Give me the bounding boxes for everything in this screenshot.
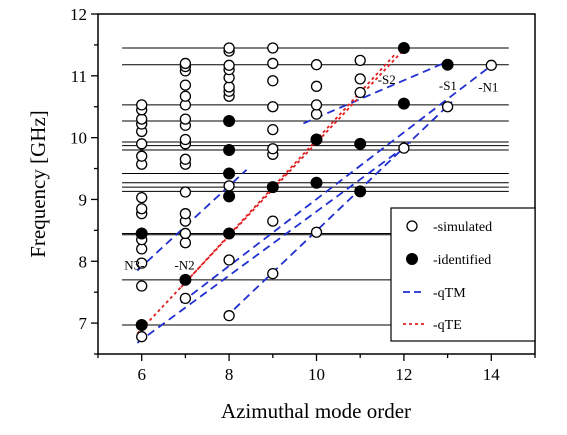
- simulated-point: [354, 54, 366, 67]
- simulated-point: [179, 90, 192, 102]
- simulated-point: [136, 138, 148, 150]
- y-tick-label: 7: [79, 314, 88, 333]
- simulated-point: [223, 42, 235, 54]
- simulated-point: [441, 101, 454, 113]
- y-tick-label: 9: [79, 190, 88, 209]
- legend-simulated-label: -simulated: [433, 220, 492, 235]
- simulated-point: [136, 191, 148, 204]
- legend-simulated-marker: [406, 220, 418, 232]
- mode-annotation: N3-: [124, 257, 144, 272]
- simulated-point: [179, 237, 192, 249]
- identified-point: [135, 318, 148, 331]
- identified-point: [397, 42, 410, 54]
- simulated-point: [223, 59, 235, 71]
- identified-point: [310, 176, 323, 189]
- y-tick-label: 12: [70, 5, 87, 24]
- simulated-point: [310, 226, 323, 238]
- y-tick-label: 10: [70, 129, 87, 148]
- mode-annotation: -N1: [478, 79, 498, 94]
- simulated-point: [267, 57, 279, 70]
- simulated-point: [223, 310, 235, 322]
- x-tick-label: 8: [225, 365, 234, 384]
- x-tick-label: 10: [308, 365, 325, 384]
- simulated-point: [179, 153, 192, 165]
- simulated-point: [179, 79, 192, 91]
- identified-point: [310, 133, 323, 146]
- mode-annotation: -N2: [174, 257, 194, 272]
- simulated-point: [179, 292, 192, 305]
- identified-point: [441, 58, 454, 71]
- y-tick-label: 8: [79, 252, 88, 271]
- x-tick-label: 6: [137, 365, 146, 384]
- simulated-point: [179, 113, 192, 125]
- simulated-point: [223, 180, 235, 192]
- simulated-point: [136, 331, 148, 343]
- simulated-point: [136, 150, 148, 162]
- annotations: N3- -N2 -S2 -S1 -N1: [124, 72, 498, 272]
- simulated-point: [223, 81, 235, 93]
- identified-point: [266, 181, 279, 194]
- x-tick-label: 12: [395, 365, 412, 384]
- qte-line: [180, 53, 396, 288]
- qtm-line: [224, 101, 453, 319]
- simulated-point: [136, 99, 148, 111]
- simulated-point: [179, 133, 192, 146]
- simulated-point: [485, 59, 497, 71]
- simulated-point: [267, 75, 279, 87]
- simulated-point: [136, 203, 148, 215]
- simulated-point: [136, 257, 148, 269]
- legend-identified-label: -identified: [433, 253, 491, 268]
- y-axis-ticks: 7 8 9 10 11 12: [70, 5, 98, 355]
- simulated-point: [267, 267, 279, 280]
- data-points: [135, 42, 497, 343]
- identified-point: [223, 190, 236, 203]
- simulated-point: [267, 215, 279, 227]
- simulated-point: [179, 208, 192, 220]
- simulated-point: [310, 99, 323, 111]
- identified-point: [397, 97, 410, 110]
- qtm-line: [303, 62, 444, 125]
- simulated-point: [267, 123, 279, 136]
- identified-point: [354, 185, 367, 198]
- x-tick-label: 14: [483, 365, 501, 384]
- legend: -simulated -identified -qTM -qTE: [390, 207, 536, 342]
- legend-qtm-label: -qTM: [433, 286, 466, 301]
- qtm-line: [136, 141, 411, 344]
- identified-point: [135, 227, 148, 240]
- simulated-point: [179, 227, 192, 240]
- simulated-point: [267, 42, 279, 54]
- y-axis-title: Frequency [GHz]: [26, 110, 50, 258]
- legend-identified-marker: [406, 253, 418, 265]
- identified-point: [223, 227, 236, 240]
- identified-point: [179, 273, 192, 286]
- y-tick-label: 11: [71, 67, 87, 86]
- identified-point: [223, 167, 236, 180]
- legend-qte-label: -qTE: [433, 318, 462, 333]
- simulated-point: [310, 59, 323, 71]
- simulated-point: [179, 57, 192, 70]
- simulated-point: [267, 143, 279, 155]
- identified-point: [223, 114, 236, 127]
- simulated-point: [267, 101, 279, 113]
- mode-annotation: -S2: [378, 72, 396, 87]
- simulated-point: [136, 243, 148, 255]
- simulated-point: [179, 186, 192, 198]
- simulated-point: [354, 73, 366, 85]
- x-axis-ticks: 6 8 10 12 14: [97, 354, 536, 384]
- simulated-point: [310, 108, 323, 120]
- identified-point: [223, 144, 236, 156]
- simulated-point: [354, 86, 366, 99]
- simulated-point: [310, 80, 323, 92]
- simulated-point: [223, 254, 235, 266]
- x-axis-title: Azimuthal mode order: [221, 399, 411, 423]
- simulated-point: [136, 113, 148, 125]
- simulated-point: [398, 142, 410, 154]
- identified-point: [354, 137, 367, 150]
- mode-annotation: -S1: [439, 78, 457, 93]
- simulated-point: [136, 280, 148, 292]
